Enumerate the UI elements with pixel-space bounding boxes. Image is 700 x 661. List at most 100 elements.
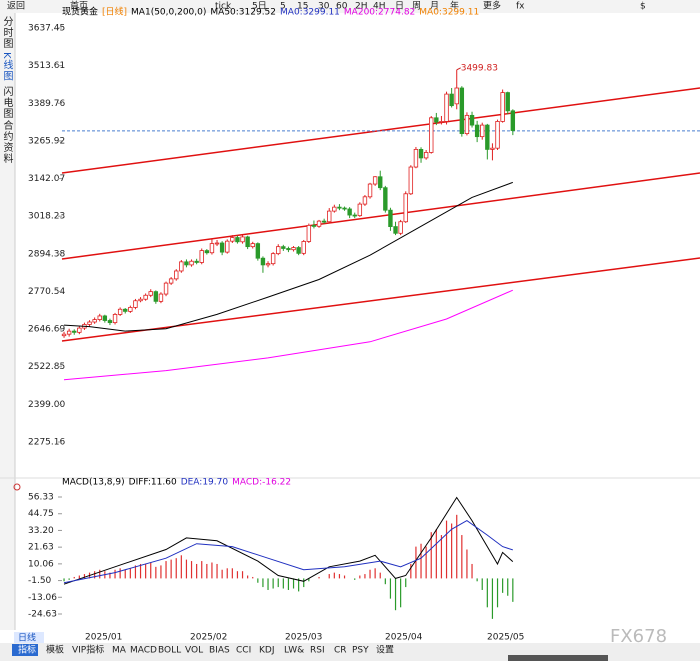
bottom-tab[interactable]: VIP指标 [72,644,104,656]
candle-body [163,282,169,295]
candle-body [66,330,72,335]
bottom-tab[interactable]: MACD [130,646,157,656]
legend-text: MA50:3129.52 [210,8,276,18]
toolbar-item[interactable]: 年 [450,0,459,12]
toolbar-item[interactable]: 15 [297,2,308,12]
period-label[interactable]: 日线 [18,632,36,644]
candle-body [444,93,449,122]
toolbar-item[interactable]: 2H [355,2,368,12]
candle-body [194,260,199,263]
bottom-tab[interactable]: RSI [310,646,325,656]
settings-icon[interactable] [13,483,21,491]
candle-body [332,206,337,212]
y-tick-label: -1.50 [28,576,52,586]
sidebar-tab[interactable]: 合约资料 [1,119,13,164]
y-tick-label: 3142.07 [28,174,65,184]
toolbar-item[interactable]: 5 [280,2,286,12]
y-tick-label: 3637.45 [28,24,65,34]
toolbar-item[interactable]: 月 [430,1,439,12]
home-button[interactable]: 首页 [70,0,88,12]
candle-body [301,241,306,254]
candle-body [469,114,475,126]
toolbar-item[interactable]: 周 [412,1,421,12]
candle-body [429,117,434,153]
bottom-tab[interactable]: KDJ [259,646,275,656]
y-tick-label: -24.63 [28,610,57,620]
back-button[interactable]: 返回 [7,0,25,12]
candle-body [500,92,505,122]
toolbar-item[interactable]: 更多 [483,0,501,12]
candle-body [337,206,342,209]
candle-body [327,210,332,223]
bottom-tab[interactable]: 指标 [18,644,36,656]
y-tick-label: 3513.61 [28,61,65,71]
y-tick-label: 44.75 [28,509,54,519]
toolbar-item[interactable]: 4H [373,2,386,12]
candle-body [265,263,271,266]
candle-body [117,308,123,315]
candle-body [449,93,454,107]
toolbar-item[interactable]: 30 [318,2,330,12]
bottom-tab[interactable]: 设置 [376,645,394,656]
bottom-tab[interactable]: BOLL [158,646,181,656]
y-tick-label: 10.06 [28,559,54,569]
candle-body [143,294,148,300]
candle-body [158,293,164,302]
y-tick-label: 3018.23 [28,212,65,222]
toolbar-item[interactable]: 日 [395,1,404,12]
candle-body [72,330,77,333]
x-date-label: 2025/01 [85,633,122,643]
candle-body [434,117,439,123]
y-tick-label: 33.20 [28,526,54,536]
candle-body [153,291,159,302]
candle-body [311,224,317,227]
legend-text: MA0:3299.11 [419,8,479,18]
x-date-label: 2025/02 [190,633,227,643]
toolbar-bg [0,0,700,13]
candle-body [291,247,296,251]
candle-body [112,314,118,324]
toolbar-item[interactable]: fx [516,2,525,12]
candle-body [87,321,92,325]
candle-body [260,257,266,266]
y-tick-label: 56.33 [28,493,54,503]
bottom-tab[interactable]: 模板 [46,644,64,656]
bottom-tab[interactable]: VOL [185,646,203,656]
candle-body [77,327,82,333]
candle-body [92,319,97,323]
legend-text: 现货黄金 [62,6,98,18]
scrollbar[interactable] [508,655,608,661]
candle-body [408,166,414,195]
candle-body [128,307,133,312]
bottom-tab[interactable]: PSY [352,646,369,656]
bottom-tab[interactable]: CR [334,646,347,656]
candle-body [61,333,67,337]
candle-body [199,250,204,263]
candle-body [107,320,113,324]
bottom-tab[interactable]: MA [112,646,127,656]
toolbar-item[interactable]: tick [215,2,232,12]
period-box[interactable] [14,632,44,643]
candle-body [388,209,393,227]
legend-text: MACD(13,8,9) [62,478,125,488]
sidebar-tab[interactable]: K线图 [1,52,13,82]
sidebar-tab[interactable]: 分时图 [1,16,13,49]
candle-body [423,152,429,159]
y-tick-label: 2894.38 [28,249,65,259]
bottom-tab[interactable]: LW& [284,646,304,656]
candle-body [214,242,220,245]
toolbar-item[interactable]: $ [640,2,646,12]
candle-body [342,207,347,210]
sidebar-tab[interactable]: 闪电图 [1,85,13,119]
bottom-tab[interactable]: CCI [236,646,251,656]
candle-body [123,308,128,312]
candle-body [276,246,281,255]
toolbar-item[interactable]: 5日 [252,1,267,12]
tab-active[interactable] [12,644,38,656]
channel-line [61,172,700,260]
candle-body [505,92,510,112]
candle-body [321,220,327,223]
toolbar-item[interactable]: 60 [336,2,348,12]
candle-body [306,224,312,242]
bottom-tab[interactable]: BIAS [209,646,230,656]
